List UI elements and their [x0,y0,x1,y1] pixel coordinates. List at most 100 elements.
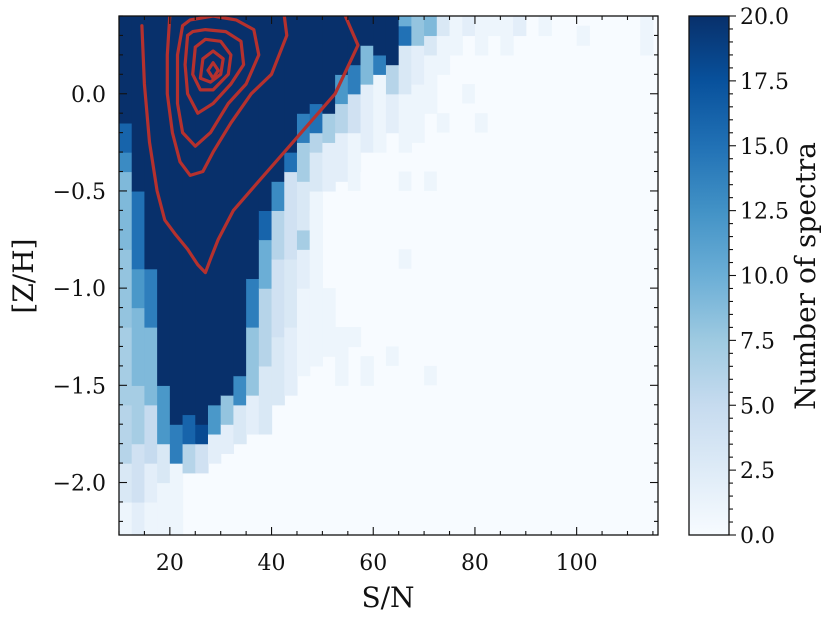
heatmap-cell [182,16,196,416]
y-tick-label: −0.5 [53,180,106,205]
heatmap-cell [169,424,184,464]
heatmap-cell [335,74,349,105]
heatmap-cell [220,424,235,454]
heatmap-cell [398,171,412,191]
contour-line [140,16,360,275]
heatmap-cell [296,16,311,114]
heatmap-cell [119,122,133,153]
heatmap-cell [144,268,158,328]
contour-line [191,37,233,92]
colorbar-tick-label: 0.0 [740,524,775,549]
heatmap-cell [169,463,184,535]
x-axis-ticks: 20 40 60 80 100 [118,16,654,576]
colorbar-tick-label: 20.0 [740,5,789,30]
y-tick-label: −2.0 [53,472,106,497]
heatmap-cell [157,443,171,484]
heatmap-cell [474,113,488,133]
heatmap-cell [411,84,425,143]
heatmap-cell [195,424,209,445]
colorbar [688,15,730,536]
heatmap-cell [347,132,362,173]
heatmap-cell [207,433,222,464]
heatmap-cell [157,385,171,445]
heatmap-cell [347,64,362,95]
heatmap-cell [398,249,412,269]
heatmap-cell [246,327,260,396]
heatmap-cell [424,365,437,386]
heatmap-cell [258,239,273,289]
heatmap-cell [271,16,285,182]
heatmap-cell [347,93,362,134]
x-tick-label: 40 [258,551,286,576]
heatmap-cell [500,16,514,56]
heatmap-cell [131,268,146,309]
heatmap-cell [424,171,437,191]
heatmap-cell [360,45,374,85]
heatmap-cell [640,16,654,56]
heatmap-cell [309,132,323,153]
heatmap-cell [385,16,400,66]
heatmap-cell [474,16,489,56]
heatmap-cell [360,356,374,386]
contour-line [206,61,220,80]
heatmap-cell [335,327,349,386]
x-tick-label: 60 [359,551,387,576]
heatmap-cell [373,54,387,75]
colorbar-tick-label: 5.0 [740,394,775,419]
heatmap-cell [271,210,285,260]
heatmap-cell [538,16,552,37]
heatmap-cell [220,395,235,425]
y-tick-label: 0.0 [71,83,106,108]
heatmap-cell [258,16,273,211]
heatmap-cell [398,93,412,153]
heatmap-cell [513,16,527,37]
heatmap-cell [462,16,476,37]
heatmap-cell [296,142,311,182]
heatmap-cell [182,443,196,474]
heatmap-cell [284,152,298,173]
heatmap-cell [385,93,400,134]
heatmap-cell [335,132,349,182]
heatmap-cell [424,35,438,56]
heatmap-cell [182,414,196,445]
plot-frame [118,15,659,536]
x-tick-label: 100 [556,551,598,576]
heatmap-cell [271,258,285,338]
heatmap-cell [411,16,425,46]
heatmap-cell [296,249,311,289]
heatmap-cell [347,327,362,348]
y-tick-label: −1.5 [53,374,106,399]
colorbar-tick-label: 10.0 [740,265,789,290]
heatmap-cell [119,501,133,535]
contour-line [183,28,246,115]
heatmap-cell [246,16,260,280]
heatmap-cell [309,190,323,289]
heatmap-cell [131,443,146,503]
heatmap-cell [157,482,171,535]
colorbar-tick-label: 17.5 [740,70,789,95]
colorbar-tick-label: 15.0 [740,135,789,160]
heatmap-cell [284,16,298,153]
heatmap-cell [309,210,323,230]
colorbar-ticks: 0.0 2.5 5.0 7.5 10.0 12.5 15.0 17.5 20.0 [729,5,789,549]
heatmap-cell [436,113,450,133]
y-axis-label: [Z/H] [7,238,40,313]
heatmap-cell [436,16,451,37]
heatmap-cell [322,113,336,143]
y-axis-ticks: 0.0 −0.5 −1.0 −1.5 −2.0 [53,15,658,522]
y-tick-label: −1.0 [53,277,106,302]
contour-line [198,49,225,84]
heatmap-cell [207,16,222,406]
heatmap-cell [131,190,146,270]
heatmap-cell [131,385,146,445]
heatmap-cell [398,16,412,27]
heatmap-cell [131,501,146,535]
heatmap-cell [271,181,285,211]
heatmap-cell [296,288,311,377]
heatmap-cell [309,16,323,105]
heatmap-cell [360,84,374,153]
heatmap-cell [296,181,311,231]
heatmap-cell [207,404,222,435]
x-axis-label: S/N [361,581,414,614]
